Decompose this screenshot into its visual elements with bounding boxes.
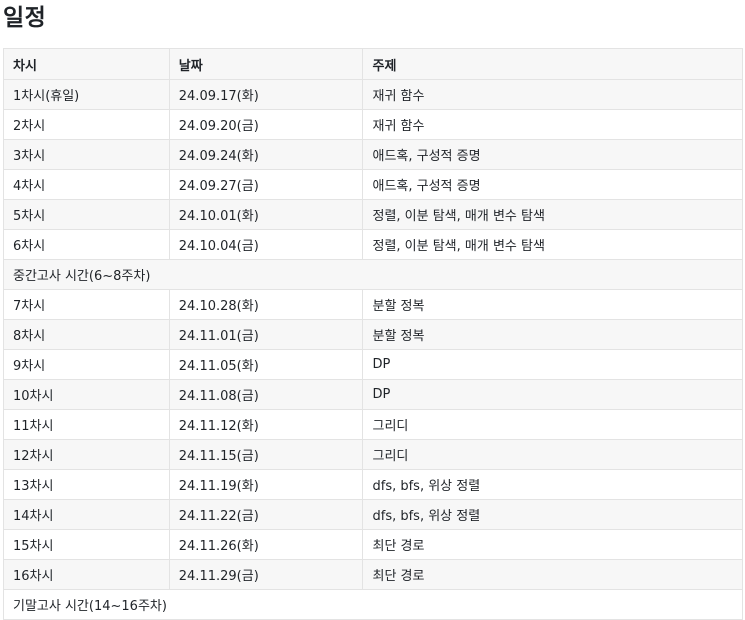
- topic-cell: 애드혹, 구성적 증명: [362, 169, 743, 200]
- table-row: 2차시 24.09.20(금) 재귀 함수: [3, 109, 743, 140]
- date-cell: 24.11.15(금): [168, 439, 364, 470]
- topic-cell: 분할 정복: [362, 319, 743, 350]
- session-cell: 5차시: [3, 199, 170, 230]
- session-cell: 10차시: [3, 379, 170, 410]
- topic-cell: 애드혹, 구성적 증명: [362, 139, 743, 170]
- topic-cell: 정렬, 이분 탐색, 매개 변수 탐색: [362, 199, 743, 230]
- exam-period-row: 중간고사 시간(6~8주차): [3, 259, 743, 290]
- date-cell: 24.10.01(화): [168, 199, 364, 230]
- date-cell: 24.10.04(금): [168, 229, 364, 260]
- date-cell: 24.11.22(금): [168, 499, 364, 530]
- header-session: 차시: [3, 48, 170, 80]
- topic-cell: DP: [362, 349, 743, 380]
- schedule-table: 차시 날짜 주제 1차시(휴일) 24.09.17(화) 재귀 함수 2차시 24.09…: [3, 48, 743, 620]
- session-cell: 15차시: [3, 529, 170, 560]
- date-cell: 24.11.12(화): [168, 409, 364, 440]
- date-cell: 24.11.19(화): [168, 469, 364, 500]
- table-row: 4차시 24.09.27(금) 애드혹, 구성적 증명: [3, 169, 743, 200]
- date-cell: 24.11.05(화): [168, 349, 364, 380]
- table-row: 13차시 24.11.19(화) dfs, bfs, 위상 정렬: [3, 469, 743, 500]
- topic-cell: 그리디: [362, 409, 743, 440]
- table-row: 14차시 24.11.22(금) dfs, bfs, 위상 정렬: [3, 499, 743, 530]
- session-cell: 1차시(휴일): [3, 79, 170, 110]
- session-cell: 7차시: [3, 289, 170, 320]
- topic-cell: DP: [362, 379, 743, 410]
- session-cell: 9차시: [3, 349, 170, 380]
- date-cell: 24.09.24(화): [168, 139, 364, 170]
- topic-cell: 최단 경로: [362, 559, 743, 590]
- session-cell: 4차시: [3, 169, 170, 200]
- session-cell: 11차시: [3, 409, 170, 440]
- table-row: 3차시 24.09.24(화) 애드혹, 구성적 증명: [3, 139, 743, 170]
- topic-cell: dfs, bfs, 위상 정렬: [362, 469, 743, 500]
- date-cell: 24.10.28(화): [168, 289, 364, 320]
- table-row: 12차시 24.11.15(금) 그리디: [3, 439, 743, 470]
- exam-period-note: 중간고사 시간(6~8주차): [3, 259, 743, 290]
- date-cell: 24.11.01(금): [168, 319, 364, 350]
- exam-period-row: 기말고사 시간(14~16주차): [3, 589, 743, 620]
- topic-cell: 그리디: [362, 439, 743, 470]
- table-row: 15차시 24.11.26(화) 최단 경로: [3, 529, 743, 560]
- date-cell: 24.09.20(금): [168, 109, 364, 140]
- date-cell: 24.11.26(화): [168, 529, 364, 560]
- session-cell: 14차시: [3, 499, 170, 530]
- page-title: 일정: [3, 5, 47, 31]
- table-row: 9차시 24.11.05(화) DP: [3, 349, 743, 380]
- table-row: 8차시 24.11.01(금) 분할 정복: [3, 319, 743, 350]
- topic-cell: 최단 경로: [362, 529, 743, 560]
- session-cell: 12차시: [3, 439, 170, 470]
- table-row: 10차시 24.11.08(금) DP: [3, 379, 743, 410]
- topic-cell: 재귀 함수: [362, 79, 743, 110]
- date-cell: 24.09.27(금): [168, 169, 364, 200]
- topic-cell: 재귀 함수: [362, 109, 743, 140]
- date-cell: 24.11.29(금): [168, 559, 364, 590]
- session-cell: 13차시: [3, 469, 170, 500]
- schedule-table-body: 1차시(휴일) 24.09.17(화) 재귀 함수 2차시 24.09.20(금) 재귀 …: [3, 79, 743, 620]
- table-header-row: 차시 날짜 주제: [3, 48, 743, 80]
- session-cell: 16차시: [3, 559, 170, 590]
- table-row: 6차시 24.10.04(금) 정렬, 이분 탐색, 매개 변수 탐색: [3, 229, 743, 260]
- table-row: 7차시 24.10.28(화) 분할 정복: [3, 289, 743, 320]
- date-cell: 24.09.17(화): [168, 79, 364, 110]
- table-row: 11차시 24.11.12(화) 그리디: [3, 409, 743, 440]
- session-cell: 8차시: [3, 319, 170, 350]
- session-cell: 2차시: [3, 109, 170, 140]
- topic-cell: 정렬, 이분 탐색, 매개 변수 탐색: [362, 229, 743, 260]
- session-cell: 3차시: [3, 139, 170, 170]
- session-cell: 6차시: [3, 229, 170, 260]
- header-date: 날짜: [168, 48, 364, 80]
- header-topic: 주제: [362, 48, 743, 80]
- date-cell: 24.11.08(금): [168, 379, 364, 410]
- topic-cell: dfs, bfs, 위상 정렬: [362, 499, 743, 530]
- topic-cell: 분할 정복: [362, 289, 743, 320]
- table-row: 16차시 24.11.29(금) 최단 경로: [3, 559, 743, 590]
- exam-period-note: 기말고사 시간(14~16주차): [3, 589, 743, 620]
- table-row: 1차시(휴일) 24.09.17(화) 재귀 함수: [3, 79, 743, 110]
- table-row: 5차시 24.10.01(화) 정렬, 이분 탐색, 매개 변수 탐색: [3, 199, 743, 230]
